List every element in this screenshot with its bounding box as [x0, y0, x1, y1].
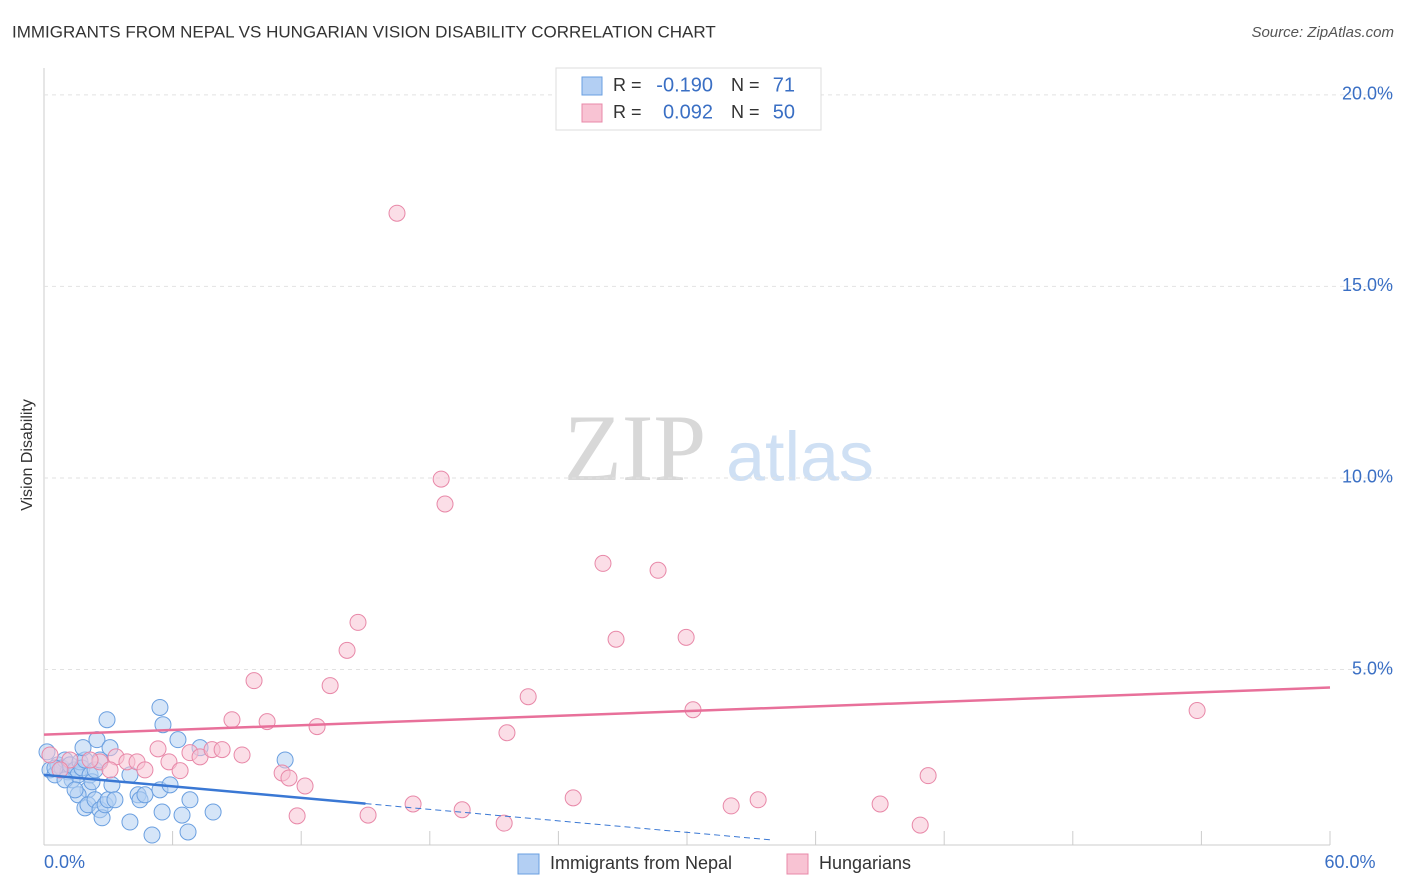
point	[173, 806, 191, 824]
x-tick-label: 60.0%	[1324, 852, 1375, 872]
point	[288, 807, 306, 825]
point	[171, 762, 189, 780]
point	[280, 769, 298, 787]
legend-r-label: R =	[613, 75, 642, 95]
legend-n: 71	[773, 74, 795, 96]
point	[649, 561, 667, 579]
legend-label: Hungarians	[819, 853, 911, 873]
point	[81, 751, 99, 769]
point	[871, 795, 889, 813]
point	[321, 677, 339, 695]
point	[41, 746, 59, 764]
trend-line	[43, 773, 366, 805]
point	[296, 777, 314, 795]
point	[106, 791, 124, 809]
point	[245, 672, 263, 690]
point	[98, 711, 116, 729]
point	[169, 731, 187, 749]
point	[498, 724, 516, 742]
point	[677, 628, 695, 646]
point	[519, 688, 537, 706]
point	[308, 718, 326, 736]
legend-swatch	[517, 853, 540, 875]
point	[594, 554, 612, 572]
point	[607, 630, 625, 648]
watermark: atlas	[726, 417, 874, 495]
legend-swatch	[581, 76, 603, 96]
trend-line	[365, 803, 773, 841]
legend-swatch	[786, 853, 809, 875]
point	[338, 641, 356, 659]
legend-n-label: N =	[731, 102, 760, 122]
point	[564, 789, 582, 807]
chart-title: IMMIGRANTS FROM NEPAL VS HUNGARIAN VISIO…	[12, 22, 716, 41]
point	[436, 495, 454, 513]
legend-r: 0.092	[663, 101, 713, 123]
trend-line	[43, 686, 1331, 736]
legend-r: -0.190	[656, 74, 713, 96]
watermark: ZIP	[564, 395, 707, 501]
point	[101, 761, 119, 779]
point	[121, 813, 139, 831]
point	[495, 814, 513, 832]
legend-swatch	[581, 103, 603, 123]
point	[179, 823, 197, 841]
y-tick-label: 10.0%	[1342, 467, 1393, 487]
point	[160, 753, 178, 771]
point	[359, 806, 377, 824]
point	[749, 791, 767, 809]
point	[181, 791, 199, 809]
legend-label: Immigrants from Nepal	[550, 853, 732, 873]
point	[136, 761, 154, 779]
point	[722, 797, 740, 815]
legend-n-label: N =	[731, 75, 760, 95]
point	[404, 795, 422, 813]
legend-r-label: R =	[613, 102, 642, 122]
point	[154, 716, 172, 734]
y-tick-label: 5.0%	[1352, 658, 1393, 678]
point	[432, 470, 450, 488]
point	[204, 803, 222, 821]
point	[388, 204, 406, 222]
point	[149, 740, 167, 758]
y-tick-label: 15.0%	[1342, 275, 1393, 295]
point	[919, 767, 937, 785]
point	[66, 781, 84, 799]
point	[453, 801, 471, 819]
point	[153, 803, 171, 821]
point	[213, 741, 231, 759]
point	[151, 698, 169, 716]
legend-n: 50	[773, 101, 795, 123]
x-tick-label: 0.0%	[44, 852, 85, 872]
point	[349, 613, 367, 631]
y-tick-label: 20.0%	[1342, 84, 1393, 104]
point	[143, 826, 161, 844]
point	[223, 711, 241, 729]
point	[233, 746, 251, 764]
point	[911, 816, 929, 834]
point	[1188, 702, 1206, 720]
y-axis-label: Vision Disability	[19, 399, 36, 511]
point	[136, 786, 154, 804]
point	[51, 761, 69, 779]
source: Source: ZipAtlas.com	[1251, 24, 1394, 41]
